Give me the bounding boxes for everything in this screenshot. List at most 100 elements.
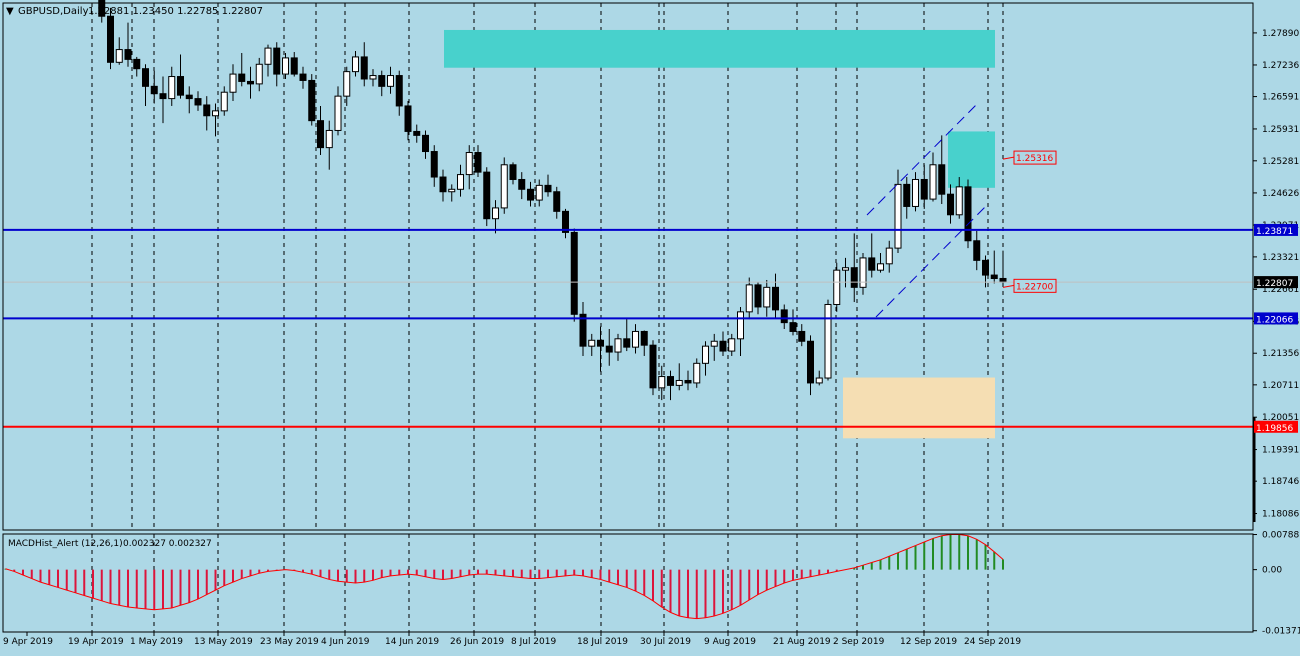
candle-body <box>999 277 1007 283</box>
candle-body <box>938 164 946 195</box>
candle-body <box>553 191 561 212</box>
candle-body <box>614 338 622 353</box>
candle-body <box>929 164 937 200</box>
candle-body <box>203 104 211 117</box>
candle-body <box>693 362 701 384</box>
candle-body <box>229 73 237 93</box>
candle-body <box>658 376 666 389</box>
level-price-text: 1.22066 <box>1256 315 1293 325</box>
candle-body <box>439 176 447 193</box>
candle-body <box>150 85 158 95</box>
candle-body <box>562 210 569 233</box>
frame-layer <box>2 2 1256 633</box>
symbol-label: GBPUSD,Daily <box>18 6 89 17</box>
candle-body <box>115 49 123 63</box>
time-tick-label: 26 Jun 2019 <box>450 637 504 647</box>
candle-body <box>842 267 849 271</box>
indicator-values: 0.002327 0.002327 <box>123 539 212 549</box>
price-axis: 1.27890 1.27236 1.26591 1.25931 1.25281 1.246… <box>1253 29 1300 637</box>
price-tick-label: 1.20051 <box>1262 413 1299 423</box>
time-axis: 9 Apr 2019 19 Apr 2019 1 May 2019 13 May 20… <box>3 632 1021 647</box>
candle-body <box>448 188 456 193</box>
candle-body <box>605 345 613 353</box>
candle-body <box>133 58 141 70</box>
price-tick-label: 1.27236 <box>1262 61 1299 71</box>
price-tick-label: 1.24626 <box>1262 189 1299 199</box>
candle-body <box>982 259 989 276</box>
candle-body <box>570 231 578 315</box>
candle-body <box>395 75 403 107</box>
level-price-tag <box>1254 223 1298 236</box>
time-tick-label: 12 Sep 2019 <box>900 637 957 647</box>
candle-body <box>973 240 981 261</box>
candle-body <box>369 75 377 80</box>
time-tick-label: 19 Apr 2019 <box>68 637 124 647</box>
candle-body <box>772 286 779 311</box>
time-tick-label: 30 Jul 2019 <box>640 637 691 647</box>
horizontal-lines-layer <box>3 228 1253 428</box>
candle-body <box>728 338 736 352</box>
candle-body <box>798 330 806 342</box>
candle-body <box>264 47 272 65</box>
indicator-tick-label: 0.00 <box>1262 566 1282 576</box>
channel-lines-layer <box>866 102 988 318</box>
candle-body <box>430 151 438 178</box>
chart-menu-triangle-icon[interactable]: ▼ <box>6 6 14 17</box>
channel-upper-line <box>866 102 979 216</box>
candle-body <box>124 49 132 60</box>
candle-body <box>220 91 228 112</box>
candle-body <box>142 68 149 87</box>
candle-body <box>212 110 219 117</box>
candle-body <box>710 340 718 347</box>
candle-body <box>623 338 631 348</box>
time-tick-label: 9 Aug 2019 <box>704 637 756 647</box>
candle-body <box>877 263 884 271</box>
annotation-box <box>1013 278 1057 293</box>
candle-body <box>894 183 902 249</box>
indicator-tick-label: -0.01371 <box>1262 627 1300 637</box>
indicator-tick-label: 0.007881 <box>1262 531 1300 541</box>
candle-body <box>990 274 998 280</box>
candle-body <box>107 15 114 63</box>
candle-body <box>850 267 858 288</box>
candle-body <box>247 80 254 85</box>
price-tick-label: 1.26591 <box>1262 93 1299 103</box>
time-tick-label: 8 Jul 2019 <box>511 637 556 647</box>
candle-body <box>352 56 359 73</box>
annotation-text: 1.22700 <box>1016 282 1053 292</box>
candle-body <box>457 174 464 190</box>
time-tick-label: 21 Aug 2019 <box>773 637 831 647</box>
candle-body <box>824 303 832 379</box>
candle-body <box>492 207 499 220</box>
candle-body <box>640 330 648 346</box>
price-tick-label: 1.18086 <box>1262 510 1299 520</box>
candle-body <box>667 376 674 386</box>
time-tick-label: 2 Sep 2019 <box>833 637 885 647</box>
zones-layer <box>444 29 995 439</box>
macd-layer <box>4 533 1004 620</box>
candle-body <box>185 94 193 100</box>
candle-body <box>955 186 963 216</box>
candle-body <box>500 164 508 209</box>
candle-body <box>238 73 246 82</box>
price-tick-label: 1.19391 <box>1262 446 1299 456</box>
price-tick-label: 1.25281 <box>1262 157 1299 167</box>
candle-body <box>780 309 788 324</box>
candle-body <box>789 322 797 332</box>
candle-body <box>299 73 307 81</box>
candle-body <box>597 339 604 347</box>
candle-body <box>474 152 482 173</box>
time-tick-label: 1 May 2019 <box>130 637 183 647</box>
candle-body <box>885 247 893 265</box>
channel-lower-line <box>875 204 988 318</box>
candle-body <box>964 186 972 242</box>
candle-body <box>632 330 639 348</box>
candle-body <box>317 120 324 149</box>
zone-rectangle <box>843 377 995 439</box>
candle-body <box>649 344 657 389</box>
candle-body <box>763 286 771 308</box>
candle-body <box>518 178 526 190</box>
time-tick-label: 23 May 2019 <box>260 637 319 647</box>
level-price-tag <box>1254 312 1298 325</box>
